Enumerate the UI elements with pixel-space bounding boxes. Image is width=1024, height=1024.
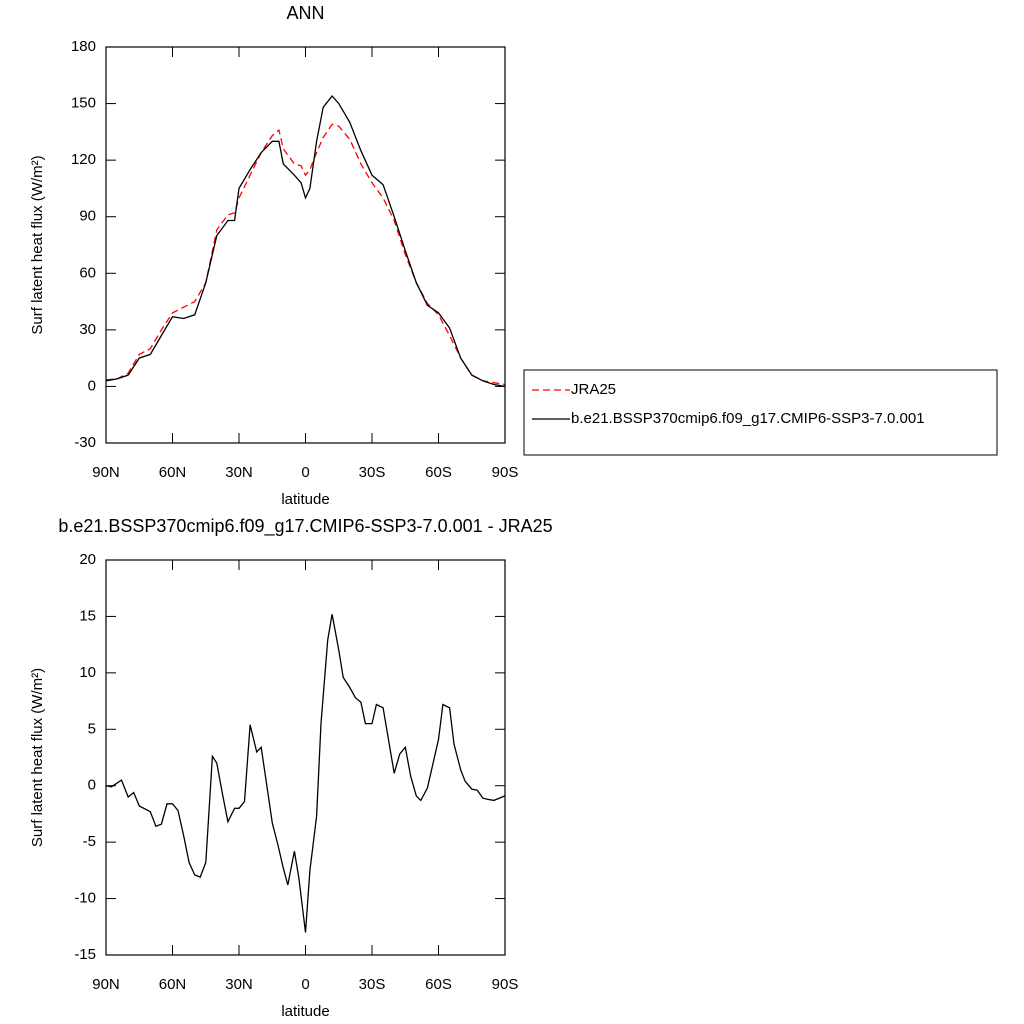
- x-tick-label: 60S: [425, 464, 452, 481]
- chart-title: b.e21.BSSP370cmip6.f09_g17.CMIP6-SSP3-7.…: [58, 516, 552, 537]
- x-tick-label: 30S: [359, 976, 386, 993]
- y-tick-label: 120: [71, 151, 96, 168]
- chart-title: ANN: [286, 3, 324, 23]
- y-axis-label: Surf latent heat flux (W/m²): [29, 668, 46, 847]
- plot-frame: [105, 559, 506, 956]
- legend-box: [523, 369, 998, 456]
- x-tick-label: 0: [301, 976, 309, 993]
- x-tick-label: 60N: [159, 976, 187, 993]
- x-tick-label: 90N: [92, 464, 120, 481]
- y-tick-label: 60: [79, 264, 96, 281]
- legend-label: JRA25: [571, 381, 616, 398]
- y-tick-label: 15: [79, 607, 96, 624]
- y-tick-label: 0: [88, 777, 96, 794]
- y-tick-label: -10: [74, 890, 96, 907]
- y-tick-label: 0: [88, 377, 96, 394]
- x-tick-label: 30N: [225, 464, 253, 481]
- y-tick-label: 10: [79, 664, 96, 681]
- y-tick-label: -30: [74, 434, 96, 451]
- x-tick-label: 30N: [225, 976, 253, 993]
- y-tick-label: 150: [71, 95, 96, 112]
- x-tick-label: 30S: [359, 464, 386, 481]
- x-tick-label: 60S: [425, 976, 452, 993]
- x-tick-label: 90S: [492, 464, 519, 481]
- y-tick-label: 90: [79, 208, 96, 225]
- y-tick-label: 20: [79, 551, 96, 568]
- y-axis-label: Surf latent heat flux (W/m²): [29, 155, 46, 334]
- x-axis-label: latitude: [281, 1003, 329, 1020]
- y-tick-label: 180: [71, 38, 96, 55]
- legend-label: b.e21.BSSP370cmip6.f09_g17.CMIP6-SSP3-7.…: [571, 410, 925, 427]
- x-tick-label: 90S: [492, 976, 519, 993]
- x-tick-label: 90N: [92, 976, 120, 993]
- y-tick-label: -5: [83, 833, 96, 850]
- x-tick-label: 0: [301, 464, 309, 481]
- data-line: [105, 614, 506, 933]
- data-line: [105, 94, 506, 388]
- x-tick-label: 60N: [159, 464, 187, 481]
- y-tick-label: -15: [74, 946, 96, 963]
- x-axis-label: latitude: [281, 491, 329, 508]
- plot-frame: [105, 46, 506, 444]
- y-tick-label: 30: [79, 321, 96, 338]
- data-line: [105, 123, 506, 386]
- y-tick-label: 5: [88, 720, 96, 737]
